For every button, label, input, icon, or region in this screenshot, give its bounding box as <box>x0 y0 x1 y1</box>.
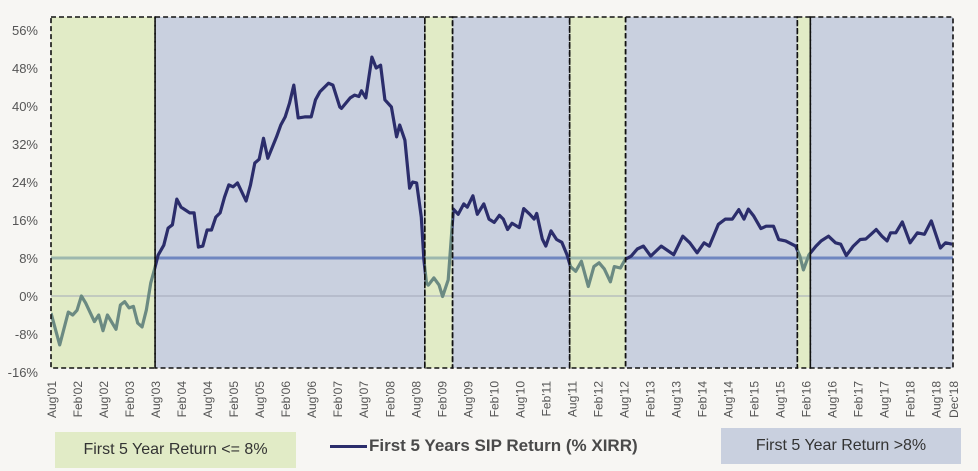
legend-series-label: First 5 Years SIP Return (% XIRR) <box>369 436 638 455</box>
legend-series: First 5 Years SIP Return (% XIRR) <box>330 436 638 456</box>
x-tick-label: Aug'11 <box>565 381 579 417</box>
x-tick-label: Feb'16 <box>800 381 814 418</box>
x-tick-label: Aug'05 <box>253 381 267 418</box>
legend-low-return-label: First 5 Year Return <= 8% <box>83 441 268 458</box>
x-tick-label: Feb'08 <box>383 381 397 418</box>
x-tick-label: Aug'12 <box>617 381 631 418</box>
x-tick-label: Feb'18 <box>904 381 918 418</box>
x-axis-labels: Aug'01 Feb'02 Aug'02 Feb'03 Aug'03 Feb'04 Aug'… <box>45 381 961 418</box>
region-band-low <box>51 17 156 368</box>
series-line-above-threshold <box>155 55 953 347</box>
x-tick-label: Dec'18 <box>947 381 961 418</box>
y-tick-label: 48% <box>12 61 38 76</box>
region-border <box>568 16 627 369</box>
y-axis-labels: 56% 48% 40% 32% 24% 16% 8% 0% -8% -16% <box>8 23 39 380</box>
region-border <box>451 16 571 369</box>
x-tick-label: Aug'02 <box>97 381 111 418</box>
x-tick-label: Aug'15 <box>774 381 788 418</box>
y-tick-label: -16% <box>8 365 39 380</box>
legend-high-return-label: First 5 Year Return >8% <box>755 437 927 454</box>
x-tick-label: Feb'13 <box>643 381 657 418</box>
x-tick-label: Feb'05 <box>227 381 241 418</box>
x-tick-label: Aug'14 <box>722 381 736 418</box>
region-bands <box>51 17 953 368</box>
x-tick-label: Feb'12 <box>591 381 605 418</box>
y-tick-label: 56% <box>12 23 38 38</box>
region-band-low <box>797 17 811 368</box>
x-tick-label: Aug'03 <box>149 381 163 418</box>
x-tick-label: Aug'17 <box>878 381 892 418</box>
y-tick-label: 24% <box>12 175 38 190</box>
x-tick-label: Aug'16 <box>826 381 840 418</box>
x-tick-label: Aug'13 <box>669 381 683 418</box>
x-tick-label: Aug'07 <box>357 381 371 418</box>
y-tick-label: 16% <box>12 213 38 228</box>
x-tick-label: Feb'15 <box>748 381 762 418</box>
x-tick-label: Aug'01 <box>45 381 59 418</box>
x-tick-label: Feb'06 <box>279 381 293 418</box>
region-border <box>50 16 156 369</box>
series-lines <box>51 55 953 347</box>
x-tick-label: Aug'09 <box>461 381 475 418</box>
region-border <box>154 16 426 369</box>
region-band-low <box>424 17 453 368</box>
x-tick-label: Feb'07 <box>331 381 345 418</box>
y-tick-label: 0% <box>19 289 38 304</box>
x-tick-label: Feb'11 <box>539 381 553 417</box>
x-tick-label: Feb'17 <box>852 381 866 418</box>
x-tick-label: Feb'04 <box>175 381 189 418</box>
x-tick-label: Feb'10 <box>487 381 501 418</box>
x-tick-label: Aug'06 <box>305 381 319 418</box>
y-tick-label: 32% <box>12 137 38 152</box>
region-border <box>809 16 954 369</box>
y-tick-label: 8% <box>19 251 38 266</box>
x-tick-label: Feb'09 <box>435 381 449 418</box>
x-tick-label: Aug'04 <box>201 381 215 418</box>
legend-series-swatch <box>330 444 367 448</box>
region-borders <box>50 16 954 369</box>
x-tick-label: Feb'02 <box>71 381 85 418</box>
region-band-high <box>625 17 798 368</box>
x-tick-label: Aug'18 <box>930 381 944 418</box>
region-band-high <box>155 17 425 368</box>
region-band-high <box>452 17 570 368</box>
region-band-high <box>810 17 953 368</box>
x-tick-label: Aug'10 <box>513 381 527 418</box>
y-tick-label: 40% <box>12 99 38 114</box>
region-band-low <box>569 17 626 368</box>
x-tick-label: Feb'03 <box>123 381 137 418</box>
y-tick-label: -8% <box>15 327 39 342</box>
legend-low-return: First 5 Year Return <= 8% <box>55 432 296 468</box>
x-tick-label: Aug'08 <box>409 381 423 418</box>
x-tick-label: Feb'14 <box>695 381 709 418</box>
legend-high-return: First 5 Year Return >8% <box>721 428 961 464</box>
